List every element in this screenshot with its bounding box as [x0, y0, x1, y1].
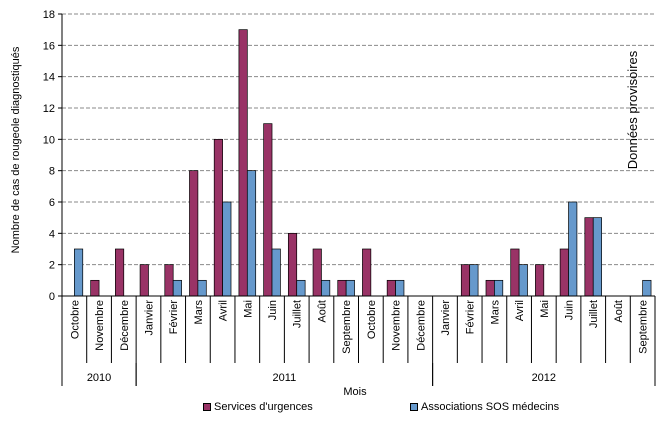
bar-urgences [460, 264, 471, 297]
bar-sos-medecins [568, 201, 578, 297]
bar-urgences [139, 264, 149, 297]
bar-urgences [238, 29, 248, 297]
y-tick-label: 14 [43, 72, 55, 84]
bar-sos-medecins [518, 264, 528, 297]
bar-urgences [485, 279, 495, 297]
bars [74, 29, 652, 297]
y-tick-label: 4 [49, 228, 55, 240]
bar-sos-medecins [172, 279, 182, 297]
bar-urgences [559, 248, 569, 297]
gridlines [62, 13, 655, 266]
bar-urgences [584, 217, 594, 297]
bar-urgences [90, 279, 100, 297]
x-tick-label: Avril [514, 300, 526, 321]
x-tick-labels: Octobre Novembre Décembre Janvier Février Mar… [69, 300, 649, 354]
x-tick-label: Septembre [638, 300, 650, 354]
legend-label-urgences: Services d'urgences [214, 401, 313, 413]
bar-sos-medecins [74, 248, 84, 297]
x-tick-label: Avril [218, 300, 230, 321]
bar-urgences [189, 170, 199, 297]
x-tick-label: Décembre [415, 300, 427, 351]
x-tick-label: Août [316, 300, 328, 323]
x-tick-label: Janvier [143, 300, 155, 336]
y-tick-label: 6 [49, 197, 55, 209]
bar-urgences [213, 138, 223, 297]
x-tick-label: Juin [564, 300, 576, 320]
bar-sos-medecins [469, 264, 479, 297]
x-tick-label: Août [613, 300, 625, 323]
x-tick-label: Octobre [69, 300, 81, 339]
x-axis-label: Mois [343, 386, 367, 398]
x-tick-label: Novembre [391, 300, 403, 351]
axes [58, 13, 656, 386]
bar-urgences [386, 279, 396, 297]
provisional-data-annotation: Données provisoires [625, 50, 640, 169]
bar-urgences [510, 248, 520, 297]
bar-urgences [337, 279, 347, 297]
year-label: 2011 [273, 372, 297, 384]
y-tick-label: 16 [43, 40, 55, 52]
bar-sos-medecins [222, 201, 232, 297]
legend-label-sos-medecins: Associations SOS médecins [421, 401, 560, 413]
legend-item-sos-medecins: Associations SOS médecins [410, 401, 559, 413]
bar-urgences [535, 264, 545, 297]
x-tick-label: Juin [267, 300, 279, 320]
x-tick-label: Novembre [94, 300, 106, 351]
bar-sos-medecins [395, 279, 405, 297]
bar-urgences [263, 123, 273, 297]
y-tick-label: 18 [43, 9, 55, 21]
y-tick-label: 10 [43, 134, 55, 146]
y-tick-label: 0 [49, 291, 55, 303]
bar-sos-medecins [271, 248, 281, 297]
year-label: 2010 [87, 372, 111, 384]
legend-swatch-sos-medecins [410, 403, 418, 411]
x-tick-label: Juillet [292, 300, 304, 328]
bar-urgences [164, 264, 174, 297]
x-tick-label: Mars [193, 300, 205, 325]
year-labels: 2010 2011 2012 [87, 372, 556, 384]
bar-sos-medecins [197, 279, 207, 297]
y-tick-label: 12 [43, 103, 55, 115]
x-tick-label: Janvier [440, 300, 452, 336]
bar-urgences [362, 248, 372, 297]
bar-urgences [115, 248, 125, 297]
bar-sos-medecins [246, 170, 257, 297]
x-tick-label: Septembre [341, 300, 353, 354]
bar-sos-medecins [642, 279, 652, 297]
y-tick-labels: 0 2 4 6 8 10 12 14 16 18 [43, 9, 55, 303]
x-tick-label: Octobre [366, 300, 378, 339]
bar-sos-medecins [345, 279, 355, 297]
x-tick-label: Mars [489, 300, 501, 325]
legend-swatch-urgences [203, 403, 211, 411]
bar-sos-medecins [494, 279, 504, 297]
bar-urgences [287, 232, 298, 297]
x-tick-label: Février [168, 300, 180, 335]
y-axis-label: Nombre de cas de rougeole diagnostiqués [10, 46, 22, 253]
x-tick-label: Mai [242, 300, 254, 318]
bar-sos-medecins [296, 279, 306, 297]
x-tick-label: Mai [539, 300, 551, 318]
bar-sos-medecins [592, 217, 602, 297]
x-tick-label: Juillet [588, 300, 600, 328]
legend-item-urgences: Services d'urgences [203, 401, 313, 413]
x-tick-label: Décembre [119, 300, 131, 351]
y-tick-label: 2 [49, 260, 55, 272]
bar-urgences [312, 248, 322, 297]
year-label: 2012 [532, 372, 556, 384]
bar-sos-medecins [321, 279, 331, 297]
y-tick-label: 8 [49, 166, 55, 178]
x-tick-label: Février [465, 300, 477, 335]
